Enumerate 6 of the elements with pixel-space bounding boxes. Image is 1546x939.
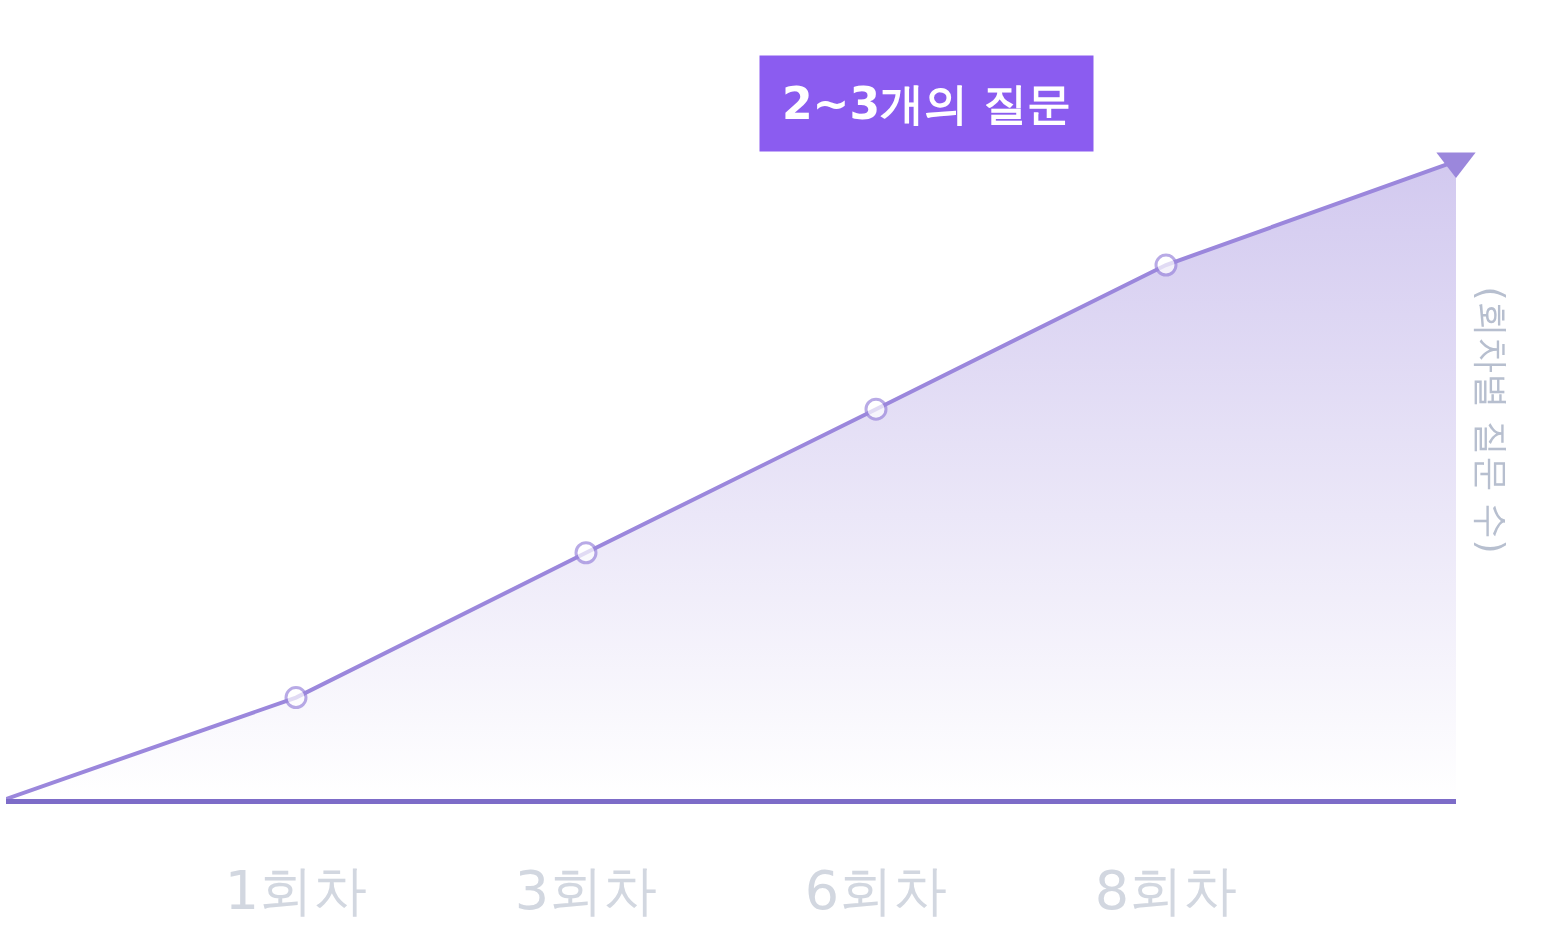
text: 2~3개의 질문	[782, 78, 1072, 129]
point	[1154, 253, 1178, 277]
y-axis-title: (회차별 질문 수)	[1470, 286, 1512, 554]
point	[284, 686, 308, 710]
point	[864, 397, 888, 421]
point	[574, 541, 598, 565]
